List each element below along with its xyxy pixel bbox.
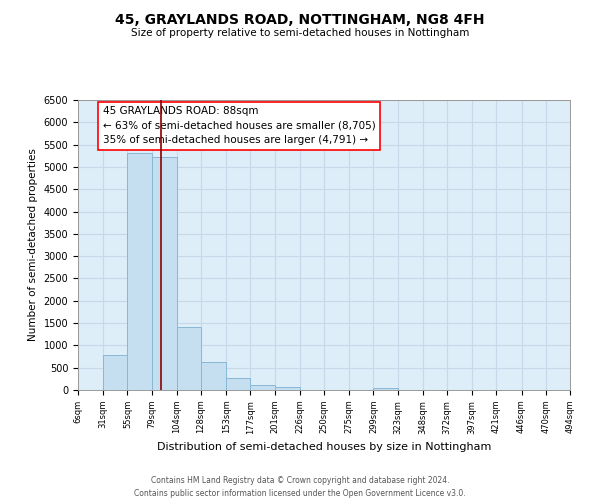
- Text: Size of property relative to semi-detached houses in Nottingham: Size of property relative to semi-detach…: [131, 28, 469, 38]
- Text: Contains HM Land Registry data © Crown copyright and database right 2024.
Contai: Contains HM Land Registry data © Crown c…: [134, 476, 466, 498]
- Y-axis label: Number of semi-detached properties: Number of semi-detached properties: [28, 148, 38, 342]
- Bar: [127, 152, 152, 390]
- Bar: [103, 355, 127, 390]
- Text: 45, GRAYLANDS ROAD, NOTTINGHAM, NG8 4FH: 45, GRAYLANDS ROAD, NOTTINGHAM, NG8 4FH: [115, 12, 485, 26]
- X-axis label: Distribution of semi-detached houses by size in Nottingham: Distribution of semi-detached houses by …: [157, 442, 491, 452]
- Bar: [373, 388, 398, 390]
- Bar: [275, 388, 300, 390]
- Bar: [152, 157, 177, 390]
- Bar: [250, 384, 275, 390]
- Bar: [201, 362, 226, 390]
- Bar: [226, 378, 250, 390]
- Bar: [177, 326, 201, 390]
- Text: 45 GRAYLANDS ROAD: 88sqm
← 63% of semi-detached houses are smaller (8,705)
35% o: 45 GRAYLANDS ROAD: 88sqm ← 63% of semi-d…: [103, 106, 376, 146]
